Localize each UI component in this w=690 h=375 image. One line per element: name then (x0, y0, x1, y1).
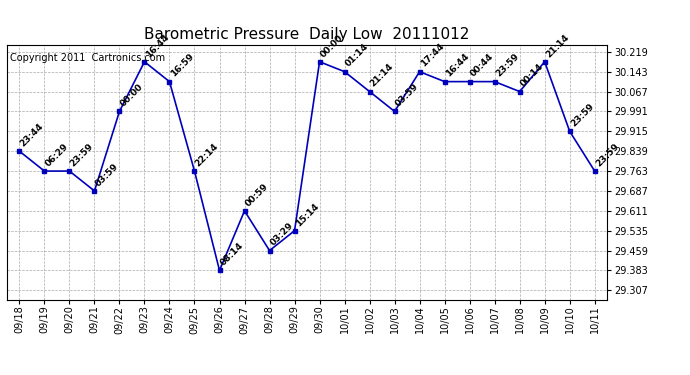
Text: 23:59: 23:59 (569, 102, 595, 129)
Text: 23:59: 23:59 (494, 52, 520, 79)
Text: 00:44: 00:44 (469, 52, 495, 79)
Text: 23:59: 23:59 (594, 142, 620, 168)
Text: 06:29: 06:29 (43, 142, 70, 168)
Text: Copyright 2011  Cartronics.com: Copyright 2011 Cartronics.com (10, 53, 165, 63)
Text: 17:44: 17:44 (419, 42, 446, 69)
Text: 23:44: 23:44 (19, 122, 46, 148)
Text: 16:44: 16:44 (144, 32, 170, 59)
Text: 22:14: 22:14 (194, 142, 220, 168)
Text: 00:59: 00:59 (244, 182, 270, 208)
Text: 21:14: 21:14 (544, 32, 571, 59)
Text: 21:14: 21:14 (368, 62, 395, 89)
Text: 08:14: 08:14 (219, 241, 246, 268)
Text: 03:29: 03:29 (268, 221, 295, 248)
Title: Barometric Pressure  Daily Low  20111012: Barometric Pressure Daily Low 20111012 (144, 27, 470, 42)
Text: 16:44: 16:44 (444, 52, 471, 79)
Text: 01:14: 01:14 (344, 42, 371, 69)
Text: 03:59: 03:59 (394, 82, 420, 109)
Text: 16:59: 16:59 (168, 52, 195, 79)
Text: 00:00: 00:00 (319, 33, 345, 59)
Text: 15:14: 15:14 (294, 201, 320, 228)
Text: 03:59: 03:59 (94, 162, 120, 188)
Text: 23:59: 23:59 (68, 142, 95, 168)
Text: 00:14: 00:14 (519, 62, 545, 89)
Text: 00:00: 00:00 (119, 82, 145, 109)
